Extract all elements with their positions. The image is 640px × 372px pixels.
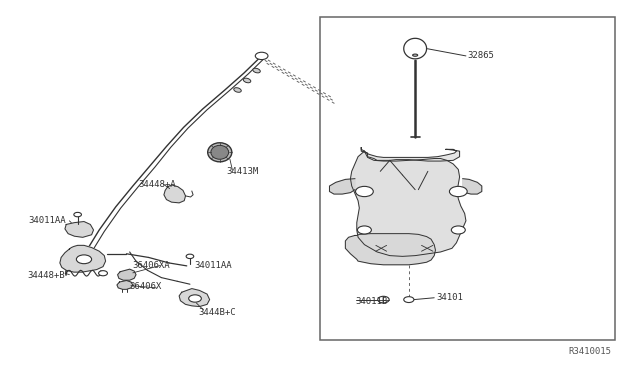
Text: 34011AA: 34011AA [195, 261, 232, 270]
Ellipse shape [253, 68, 260, 73]
Text: 34011B: 34011B [355, 297, 387, 306]
Circle shape [74, 212, 81, 217]
Polygon shape [351, 151, 466, 256]
Text: 3444B+C: 3444B+C [198, 308, 236, 317]
Circle shape [404, 296, 414, 302]
Ellipse shape [211, 145, 228, 159]
Polygon shape [164, 185, 186, 203]
Text: 36406XA: 36406XA [133, 261, 170, 270]
Ellipse shape [208, 143, 232, 162]
Circle shape [356, 186, 373, 197]
Circle shape [357, 226, 371, 234]
Text: 34448+A: 34448+A [138, 180, 176, 189]
Circle shape [255, 52, 268, 60]
Text: R3410015: R3410015 [569, 347, 612, 356]
Circle shape [99, 271, 108, 276]
Polygon shape [346, 234, 435, 265]
Ellipse shape [234, 88, 241, 92]
Circle shape [378, 296, 389, 303]
Text: 34413M: 34413M [226, 167, 259, 176]
Circle shape [76, 255, 92, 264]
Polygon shape [60, 246, 106, 272]
Circle shape [449, 186, 467, 197]
Polygon shape [463, 179, 482, 194]
Circle shape [186, 254, 194, 259]
Text: 32865: 32865 [468, 51, 495, 60]
Polygon shape [117, 280, 133, 289]
Circle shape [189, 295, 202, 302]
Polygon shape [65, 222, 93, 237]
Polygon shape [330, 179, 355, 194]
Text: 34101: 34101 [436, 293, 463, 302]
Ellipse shape [413, 54, 418, 56]
Polygon shape [179, 289, 210, 307]
Polygon shape [118, 269, 136, 280]
Text: 34011AA: 34011AA [28, 216, 66, 225]
Bar [320, 17, 615, 340]
Text: 34448+B: 34448+B [27, 271, 65, 280]
Polygon shape [361, 148, 460, 161]
Ellipse shape [243, 78, 251, 83]
Circle shape [451, 226, 465, 234]
Polygon shape [404, 38, 427, 59]
Text: 36406X: 36406X [130, 282, 162, 291]
